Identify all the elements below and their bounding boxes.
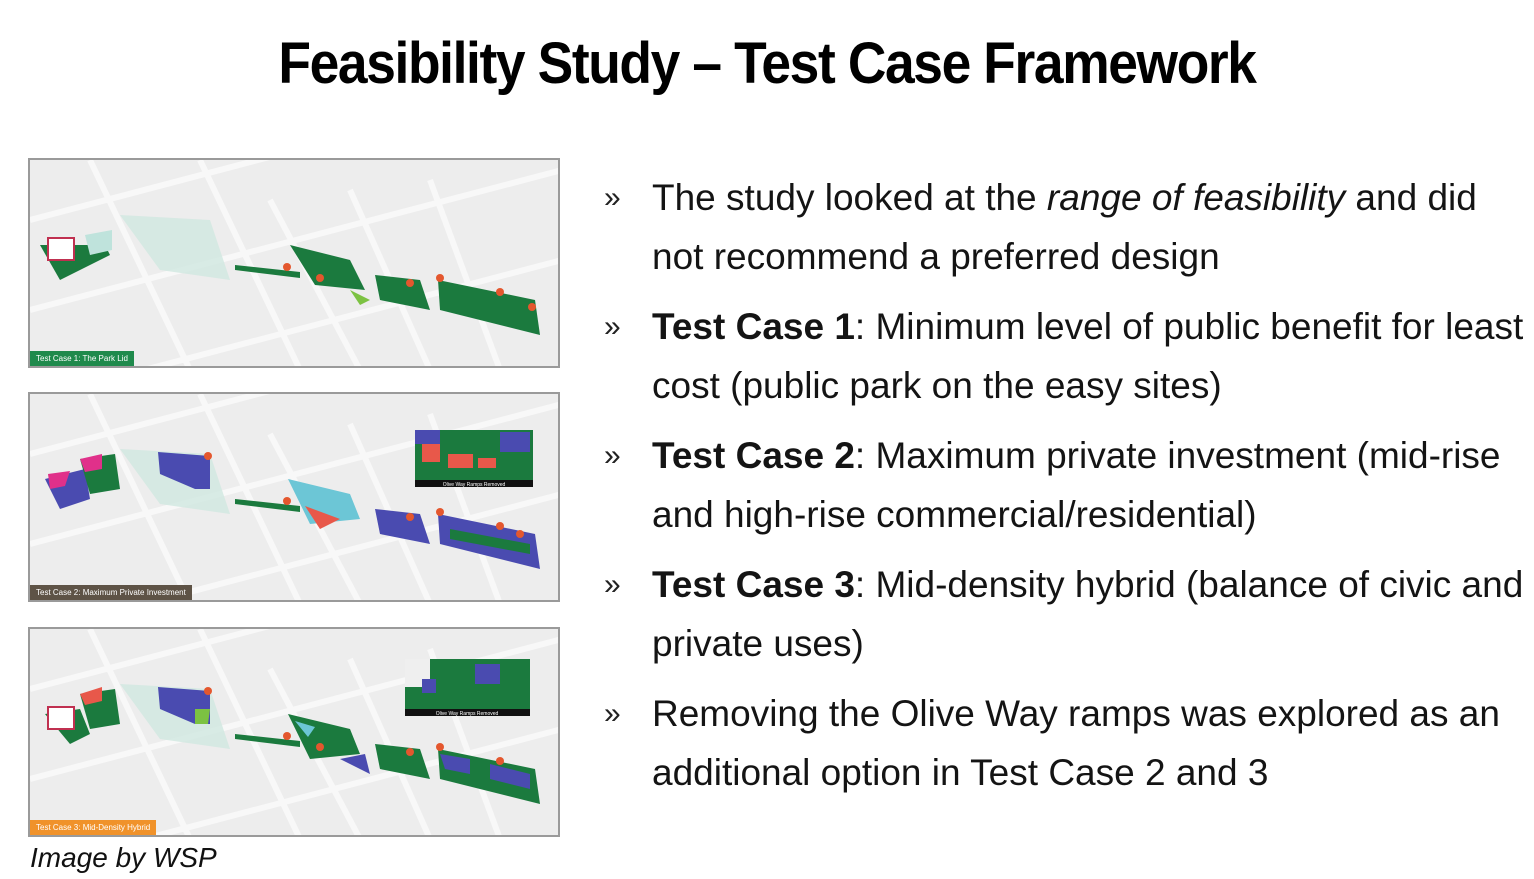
bullet-heading: Test Case 2 (652, 435, 855, 476)
bullet-emphasis: range of feasibility (1046, 177, 1346, 218)
inset-label: Olive Way Ramps Removed (436, 711, 499, 717)
map-test-case-2: Olive Way Ramps Removed Test Case 2: Max… (28, 392, 560, 602)
bullet-text: Removing the Olive Way ramps was explore… (652, 693, 1500, 793)
bullet-heading: Test Case 1 (652, 306, 855, 347)
bullet-text: : Maximum private investment (mid-rise a… (652, 435, 1501, 535)
map-graphic: Olive Way Ramps Removed (30, 629, 558, 835)
map-graphic: Olive Way Ramps Removed (30, 394, 558, 600)
bullet-item: » Removing the Olive Way ramps was explo… (604, 684, 1524, 802)
map-label: Test Case 1: The Park Lid (30, 351, 134, 366)
inset-label: Olive Way Ramps Removed (443, 482, 506, 488)
bullet-text: and did not recommend a preferred design (652, 177, 1477, 277)
bullet-text: : Mid-density hybrid (balance of civic a… (652, 564, 1524, 664)
map-test-case-1: Test Case 1: The Park Lid (28, 158, 560, 368)
bullet-text: : Minimum level of public benefit for le… (652, 306, 1524, 406)
chevron-icon: » (604, 568, 621, 601)
image-credit: Image by WSP (30, 842, 217, 873)
slide-title: Feasibility Study – Test Case Framework (278, 31, 1257, 96)
bullet-heading: Test Case 3 (652, 564, 855, 605)
bullet-text: The study looked at the (652, 177, 1047, 218)
map-label: Test Case 2: Maximum Private Investment (30, 585, 192, 600)
chevron-icon: » (604, 439, 621, 472)
chevron-icon: » (604, 181, 621, 214)
map-graphic (30, 160, 558, 366)
chevron-icon: » (604, 310, 621, 343)
chevron-icon: » (604, 697, 621, 730)
map-label: Test Case 3: Mid-Density Hybrid (30, 820, 157, 835)
bullet-item: » Test Case 1: Minimum level of public b… (604, 297, 1524, 415)
map-test-case-3: Olive Way Ramps Removed Test Case 3: Mid… (28, 627, 560, 837)
bullet-item: » Test Case 2: Maximum private investmen… (604, 426, 1524, 544)
bullet-item: » The study looked at the range of feasi… (604, 168, 1524, 286)
bullet-item: » Test Case 3: Mid-density hybrid (balan… (604, 555, 1524, 673)
bullet-list: » The study looked at the range of feasi… (604, 168, 1524, 813)
